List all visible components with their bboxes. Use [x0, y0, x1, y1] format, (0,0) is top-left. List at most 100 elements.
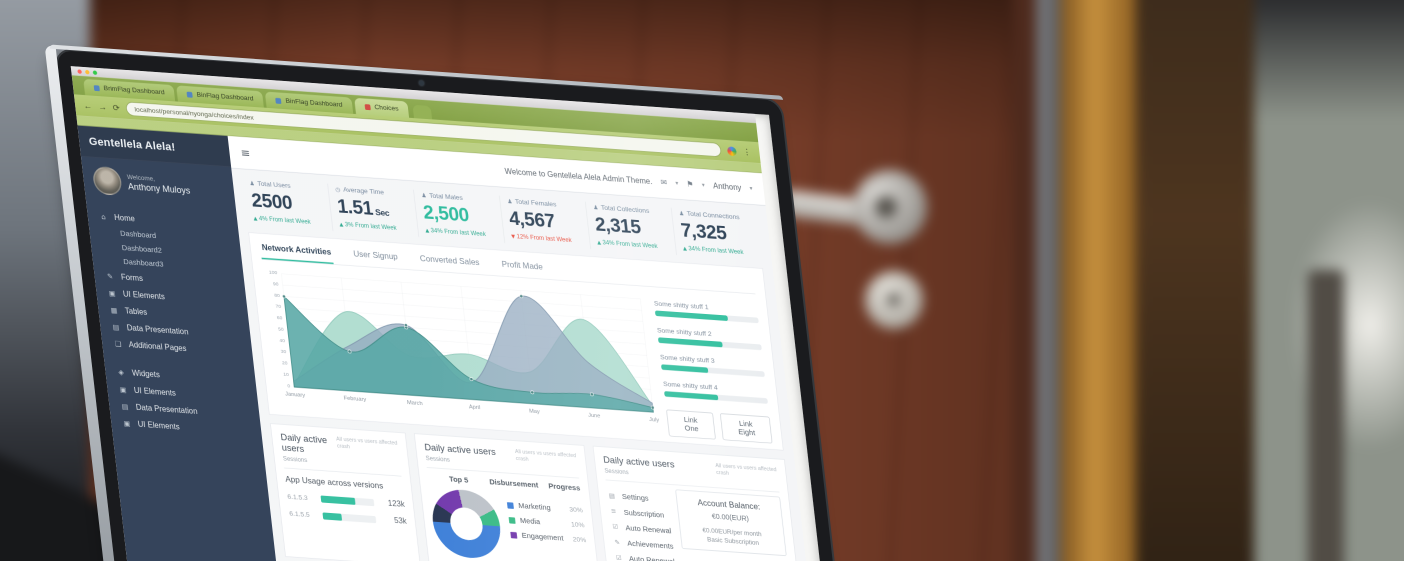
window-zoom-dot[interactable] — [92, 70, 98, 75]
legend-label: Engagement — [521, 531, 564, 543]
achievements-item[interactable]: ✎ Achievements — [614, 539, 674, 552]
goal-item: Some shitty stuff 1 — [654, 300, 759, 324]
tile-delta: ▲ 3% From last Week — [339, 220, 397, 232]
auto-renewal-item[interactable]: ☑ Auto Renewal — [612, 523, 672, 536]
webcam-dot — [418, 80, 425, 86]
people-icon: ♟ — [592, 204, 599, 212]
up-arrow-icon: ▲ — [425, 227, 430, 234]
hamburger-menu-icon[interactable]: ≡ — [239, 145, 251, 161]
account-balance-card: Account Balance: €0.00(EUR) €0.00EUR/per… — [675, 489, 787, 557]
tile-value: 2500 — [250, 189, 294, 214]
subscription-item[interactable]: ≡ Subscription — [610, 508, 665, 520]
usage-bar — [320, 495, 375, 507]
stat-tile-total-females: ♟ Total Females 4,567 ▼ 12% From last Wee… — [499, 195, 591, 250]
legend-swatch — [510, 531, 518, 539]
tile-value: 2,500 — [422, 201, 470, 226]
browser-menu-icon[interactable]: ⋮ — [742, 146, 752, 158]
chevron-down-icon: ▾ — [749, 185, 753, 192]
stat-tile-total-users: ♟ Total Users 2500 ▲ 4% From last Week — [242, 178, 333, 231]
window-minimize-dot[interactable] — [84, 69, 90, 75]
tile-delta: ▲ 34% From last Week — [682, 244, 744, 256]
link-eight-button[interactable]: Link Eight — [720, 413, 773, 444]
progress-fill — [663, 391, 719, 401]
user-menu[interactable]: Anthony — [712, 181, 742, 192]
usage-row: 6.1.5.3 123k — [287, 492, 405, 509]
tile-delta: ▲ 34% From last Week — [596, 238, 658, 250]
version-label: 6.1.5.3 — [286, 492, 309, 502]
legend-label: Marketing — [517, 501, 552, 513]
sidebar-item-label: Widgets — [131, 369, 161, 380]
tab-profit-made[interactable]: Profit Made — [501, 260, 544, 272]
chevron-down-icon: ▾ — [701, 181, 706, 189]
tile-value: 4,567 — [507, 207, 556, 232]
tab-network-activities[interactable]: Network Activities — [259, 239, 334, 265]
tile-delta: ▲ 4% From last Week — [253, 214, 312, 226]
tile-label: Total Users — [256, 180, 292, 191]
flag-icon[interactable]: ⚑ — [686, 179, 695, 189]
background-shelf — [1136, 0, 1254, 561]
stat-tile-total-males: ♟ Total Males 2,500 ▲ 34% From last Week — [413, 189, 505, 244]
down-arrow-icon: ▼ — [510, 233, 516, 240]
tab-favicon — [93, 84, 100, 91]
envelope-icon[interactable]: ✉ — [660, 177, 668, 188]
sidebar-item-label: Home — [113, 213, 136, 224]
progress-fill — [660, 364, 709, 374]
up-arrow-icon: ▲ — [253, 215, 258, 222]
dashboard: BrimFlag Dashboard BinFlag Dashboard Bin… — [70, 66, 827, 561]
tables-icon: ▦ — [110, 306, 118, 315]
sidebar-item-label: Data Presentation — [126, 323, 189, 337]
pencil-icon: ✎ — [614, 539, 621, 547]
sidebar-item-label: Additional Pages — [128, 340, 187, 354]
widgets-icon: ◈ — [118, 368, 125, 377]
goal-item: Some shitty stuff 4 — [663, 380, 768, 404]
progress-fill — [657, 337, 723, 348]
new-tab-button[interactable] — [412, 104, 433, 120]
legend-percent: 30% — [568, 505, 584, 515]
goals-panel: Some shitty stuff 1 Some shitty stuff 2 — [653, 294, 773, 444]
settings-panel: Daily active users Sessions All users vs… — [592, 445, 800, 561]
window-close-dot[interactable] — [77, 68, 82, 74]
sidebar-menu: ⌂ Home Dashboard Dashboard2 Dashboard3 ✎… — [87, 208, 263, 442]
tab-label: BinFlag Dashboard — [285, 97, 343, 109]
pages-icon: ❏ — [114, 340, 122, 349]
home-icon: ⌂ — [100, 213, 107, 222]
chart-icon: ▤ — [112, 323, 120, 332]
version-label: 6.1.5.5 — [288, 509, 311, 519]
up-arrow-icon: ▲ — [339, 221, 344, 228]
settings-item[interactable]: ▤ Settings — [608, 492, 650, 503]
top5-panel: Daily active users Sessions All users vs… — [413, 433, 600, 561]
link-one-button[interactable]: Link One — [666, 409, 717, 440]
forward-icon[interactable]: → — [97, 101, 108, 113]
clipboard-icon: ▤ — [608, 492, 616, 500]
legend-row: Media 10% — [508, 516, 585, 530]
auto-renewal-item-2[interactable]: ☑ Auto Renewal — [615, 554, 676, 561]
goal-item: Some shitty stuff 2 — [657, 327, 762, 351]
refresh-icon[interactable]: ⟳ — [112, 102, 121, 114]
tab-user-signup[interactable]: User Signup — [353, 250, 399, 262]
panel-note: All users vs users affected crash — [715, 461, 777, 477]
goal-item: Some shitty stuff 3 — [660, 354, 765, 378]
tile-label: Total Females — [514, 198, 557, 209]
area-chart: 0 10 20 30 40 50 60 70 80 90 100 January February Ma… — [263, 267, 660, 434]
tile-delta: ▼ 12% From last Week — [510, 232, 573, 244]
tile-delta: ▲ 34% From last Week — [425, 226, 487, 238]
tile-label: Total Males — [428, 192, 464, 203]
person-icon: ♟ — [506, 198, 513, 206]
forms-icon: ✎ — [106, 272, 114, 281]
sidebar-item-label: Data Presentation — [135, 403, 198, 416]
chart-point-markers — [282, 294, 655, 410]
laptop-bezel: BrimFlag Dashboard BinFlag Dashboard Bin… — [56, 50, 854, 561]
door-handle-hub — [875, 196, 897, 218]
app-frame: Gentellela Alela! Welcome, Anthony Muloy… — [77, 125, 827, 561]
up-arrow-icon: ▲ — [682, 245, 688, 252]
tab-converted-sales[interactable]: Converted Sales — [419, 254, 480, 268]
stat-tile-total-collections: ♟ Total Collections 2,315 ▲ 34% From last… — [584, 201, 677, 256]
legend-percent: 20% — [572, 535, 587, 544]
back-icon[interactable]: ← — [82, 100, 93, 112]
column-header: Top 5 — [448, 474, 469, 485]
column-header: Progress — [547, 481, 581, 493]
browser-extension-icon[interactable] — [726, 145, 737, 156]
stat-tile-total-connections: ♟ Total Connections 7,325 ▲ 34% From last… — [670, 207, 763, 262]
url-text: localhost/personal/nyonga/choices/index — [134, 105, 255, 122]
